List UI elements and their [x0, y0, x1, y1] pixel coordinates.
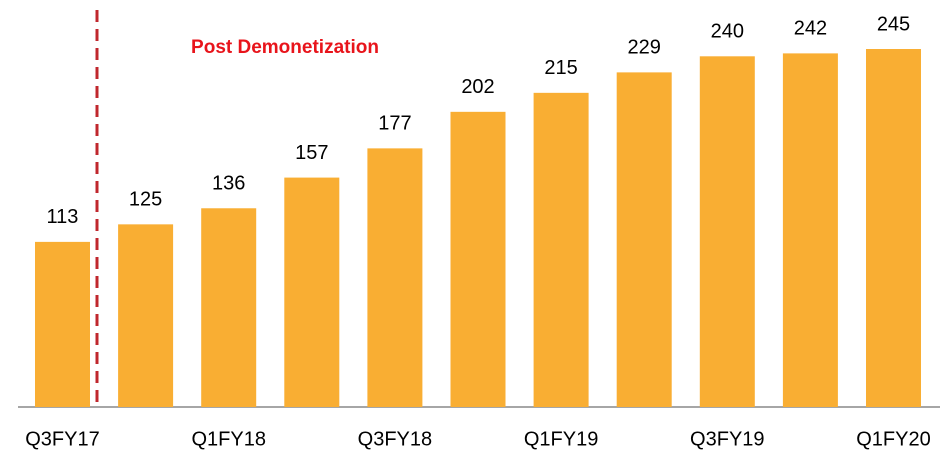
value-label: 113	[47, 206, 79, 228]
x-tick-label: Q1FY20	[856, 428, 930, 450]
x-tick-label: Q3FY18	[358, 428, 432, 450]
x-tick-label: Q3FY17	[25, 428, 99, 450]
x-tick-label: Q3FY19	[690, 428, 764, 450]
value-label: 240	[711, 21, 744, 43]
bar	[284, 177, 340, 407]
x-tick-label: Q1FY18	[191, 428, 265, 450]
value-label: 125	[129, 189, 162, 211]
value-label: 242	[794, 18, 827, 40]
bar	[35, 241, 90, 407]
annotation: Post Demonetization	[191, 37, 379, 58]
value-label: 177	[378, 113, 411, 135]
bar	[201, 208, 257, 407]
bar	[616, 72, 672, 408]
value-label: 229	[628, 37, 661, 59]
bar	[450, 111, 506, 408]
bar	[699, 56, 755, 407]
bar	[118, 224, 174, 407]
value-label: 202	[461, 76, 494, 98]
value-label: 245	[877, 13, 910, 35]
x-tick-label: Q1FY19	[524, 428, 598, 450]
value-label: 215	[544, 57, 577, 79]
bar	[866, 49, 921, 407]
value-label: 136	[212, 173, 245, 195]
bar	[533, 92, 589, 407]
value-label: 157	[295, 142, 328, 164]
bar	[367, 148, 423, 407]
bar	[782, 53, 838, 408]
